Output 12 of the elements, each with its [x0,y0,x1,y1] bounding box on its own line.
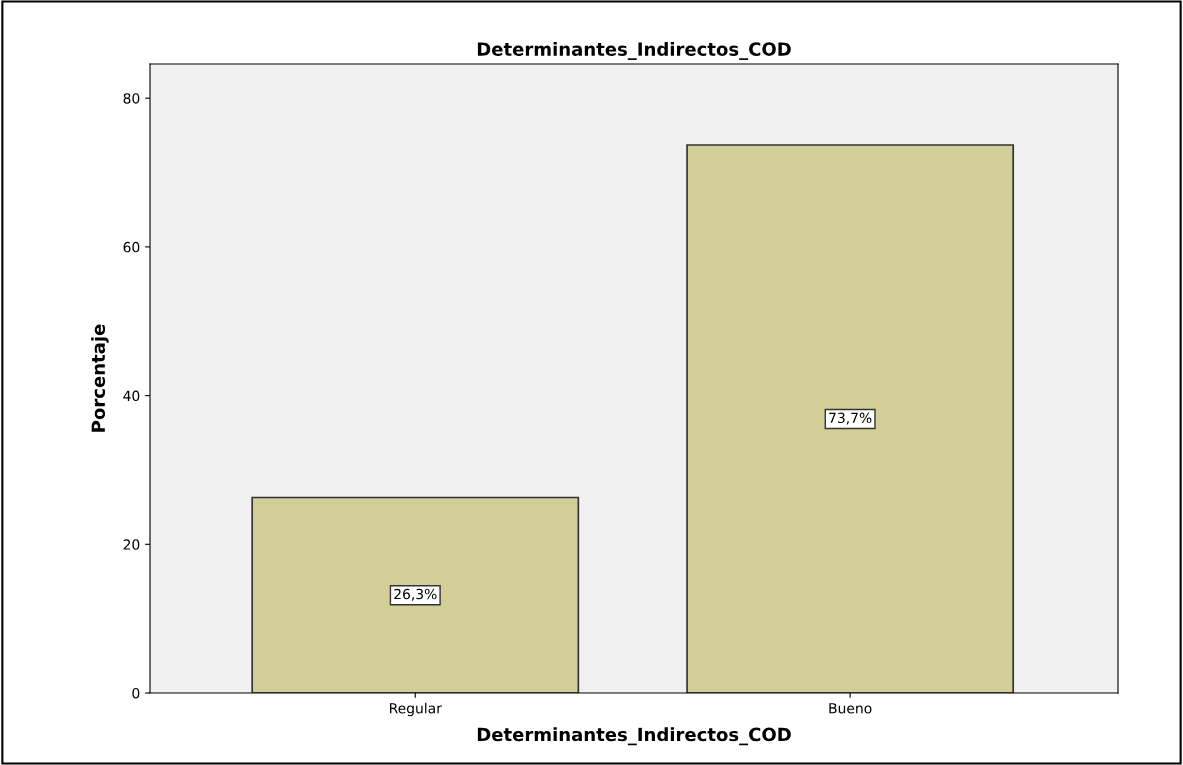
x-tick-label: Bueno [829,703,872,714]
y-tick-label: 60 [123,241,140,253]
data-label: 73,7% [829,412,872,425]
x-axis-title: Determinantes_Indirectos_COD [477,727,791,746]
y-tick-label: 0 [132,687,140,699]
data-label: 26,3% [394,588,437,601]
y-tick-label: 80 [123,93,140,104]
chart-title: Determinantes_Indirectos_COD [477,41,791,60]
x-tick-label: Regular [389,702,442,717]
y-axis-title: Porcentaje [91,324,109,432]
y-tick-label: 40 [123,390,140,402]
y-tick-label: 20 [123,539,140,550]
